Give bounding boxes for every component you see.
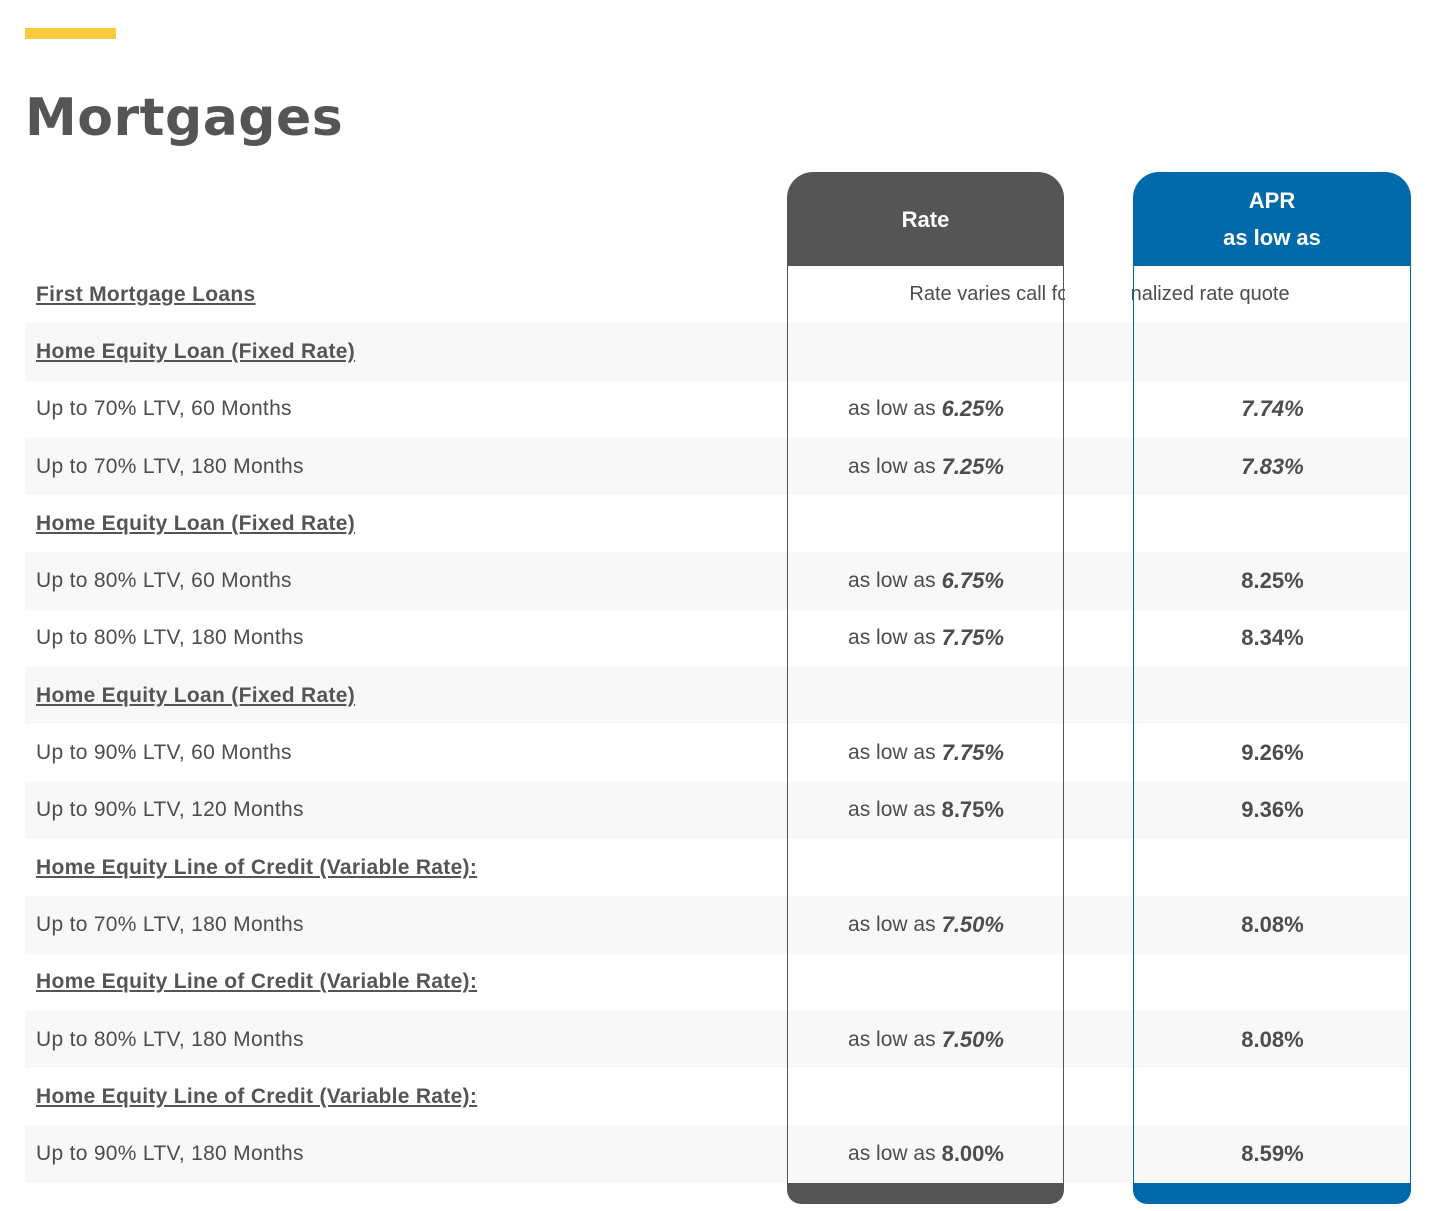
rate-prefix: as low as <box>848 1142 936 1166</box>
section-heading-link[interactable]: Home Equity Loan (Fixed Rate) <box>36 339 356 363</box>
note-row-gap <box>1065 267 1132 323</box>
rate-value: 7.75% <box>941 625 1004 651</box>
row-label: Up to 70% LTV, 180 Months <box>36 454 304 478</box>
page-title: Mortgages <box>25 88 344 148</box>
apr-cell: 9.26% <box>1134 724 1411 781</box>
row-label: Up to 70% LTV, 180 Months <box>36 912 304 936</box>
apr-cell: 8.59% <box>1134 1125 1411 1182</box>
rate-value: 7.50% <box>941 1026 1004 1052</box>
rate-cell: as low as 7.50% <box>788 1011 1064 1068</box>
table-section-row: Home Equity Loan (Fixed Rate) <box>25 667 1411 725</box>
section-heading-link[interactable]: Home Equity Line of Credit (Variable Rat… <box>36 970 478 994</box>
apr-value: 8.08% <box>1241 1026 1304 1052</box>
table-section-row: Home Equity Line of Credit (Variable Rat… <box>25 839 1411 896</box>
table-row: Up to 70% LTV, 60 Months as low as 6.25% 7.… <box>25 381 1411 438</box>
table-row: Up to 90% LTV, 120 Months as low as 8.75% 9… <box>25 781 1411 839</box>
rate-prefix: as low as <box>848 798 936 822</box>
section-heading-link[interactable]: Home Equity Line of Credit (Variable Rat… <box>36 1084 478 1108</box>
row-label: Up to 80% LTV, 180 Months <box>36 626 304 650</box>
apr-cell: 8.34% <box>1134 610 1411 667</box>
section-heading-link[interactable]: Home Equity Loan (Fixed Rate) <box>36 683 356 707</box>
rate-value: 7.50% <box>941 911 1004 937</box>
rate-cell: as low as 8.75% <box>788 782 1064 839</box>
section-heading-link[interactable]: First Mortgage Loans <box>36 282 256 306</box>
rate-prefix: as low as <box>848 1027 936 1051</box>
row-label: Up to 80% LTV, 60 Months <box>36 569 292 593</box>
rate-cell: as low as 8.00% <box>788 1125 1064 1182</box>
apr-value: 7.83% <box>1241 453 1304 479</box>
apr-value: 8.34% <box>1241 625 1304 651</box>
apr-cell: 7.74% <box>1134 381 1411 438</box>
table-row: Up to 90% LTV, 60 Months as low as 7.75% 9.… <box>25 724 1411 781</box>
apr-value: 9.36% <box>1241 797 1304 823</box>
rates-table: First Mortgage Loans Rate varies call for… <box>25 266 1411 1183</box>
rate-value: 6.25% <box>941 396 1004 422</box>
section-heading-link[interactable]: Home Equity Loan (Fixed Rate) <box>36 511 356 535</box>
rate-value: 8.00% <box>941 1141 1004 1167</box>
apr-value: 9.26% <box>1241 740 1304 766</box>
rate-value: 7.75% <box>941 740 1004 766</box>
rate-cell: as low as 6.25% <box>788 381 1064 438</box>
rate-prefix: as low as <box>848 454 936 478</box>
title-accent-bar <box>25 28 116 39</box>
row-label: Up to 90% LTV, 120 Months <box>36 798 304 822</box>
apr-column-header: APR as low as <box>1133 172 1411 266</box>
apr-value: 7.74% <box>1241 396 1304 422</box>
apr-cell: 7.83% <box>1134 438 1411 495</box>
table-row: Up to 70% LTV, 180 Months as low as 7.50% 8… <box>25 896 1411 954</box>
rate-value: 8.75% <box>941 797 1004 823</box>
table-section-row: Home Equity Line of Credit (Variable Rat… <box>25 954 1411 1011</box>
table-section-row: First Mortgage Loans Rate varies call for… <box>25 266 1411 323</box>
table-section-row: Home Equity Loan (Fixed Rate) <box>25 495 1411 552</box>
table-section-row: Home Equity Loan (Fixed Rate) <box>25 323 1411 381</box>
table-section-row: Home Equity Line of Credit (Variable Rat… <box>25 1068 1411 1125</box>
table-row: Up to 80% LTV, 180 Months as low as 7.50% 8… <box>25 1010 1411 1069</box>
rate-value: 6.75% <box>941 568 1004 594</box>
table-row: Up to 90% LTV, 180 Months as low as 8.00% 8… <box>25 1125 1411 1183</box>
section-heading-link[interactable]: Home Equity Line of Credit (Variable Rat… <box>36 855 478 879</box>
apr-column-label: APR <box>1248 188 1296 213</box>
rate-cell: as low as 7.25% <box>788 438 1064 495</box>
table-row: Up to 80% LTV, 180 Months as low as 7.75% 8… <box>25 610 1411 667</box>
apr-cell: 8.08% <box>1134 1011 1411 1068</box>
rate-column-label: Rate <box>901 206 950 232</box>
row-label: Up to 90% LTV, 180 Months <box>36 1142 304 1166</box>
apr-value: 8.59% <box>1241 1141 1304 1167</box>
table-row: Up to 80% LTV, 60 Months as low as 6.75% 8.… <box>25 552 1411 610</box>
table-row: Up to 70% LTV, 180 Months as low as 7.25% 7… <box>25 437 1411 496</box>
row-label: Up to 80% LTV, 180 Months <box>36 1027 304 1051</box>
rate-prefix: as low as <box>848 741 936 765</box>
rate-cell: as low as 7.75% <box>788 610 1064 667</box>
rate-cell: as low as 7.75% <box>788 724 1064 781</box>
apr-cell: 9.36% <box>1134 782 1411 839</box>
row-label: Up to 90% LTV, 60 Months <box>36 741 292 765</box>
apr-cell: 8.08% <box>1134 896 1411 953</box>
row-label: Up to 70% LTV, 60 Months <box>36 397 292 421</box>
apr-value: 8.08% <box>1241 911 1304 937</box>
rate-column-footer <box>787 1183 1064 1204</box>
rate-cell: as low as 6.75% <box>788 552 1064 609</box>
apr-value: 8.25% <box>1241 568 1304 594</box>
rate-prefix: as low as <box>848 397 936 421</box>
rate-prefix: as low as <box>848 569 936 593</box>
apr-cell: 8.25% <box>1134 552 1411 609</box>
rate-value: 7.25% <box>941 453 1004 479</box>
apr-column-footer <box>1133 1183 1411 1204</box>
apr-column-sublabel: as low as <box>1223 225 1321 250</box>
rate-prefix: as low as <box>848 626 936 650</box>
rate-cell: as low as 7.50% <box>788 896 1064 953</box>
rate-column-header: Rate <box>787 172 1064 266</box>
rate-prefix: as low as <box>848 912 936 936</box>
